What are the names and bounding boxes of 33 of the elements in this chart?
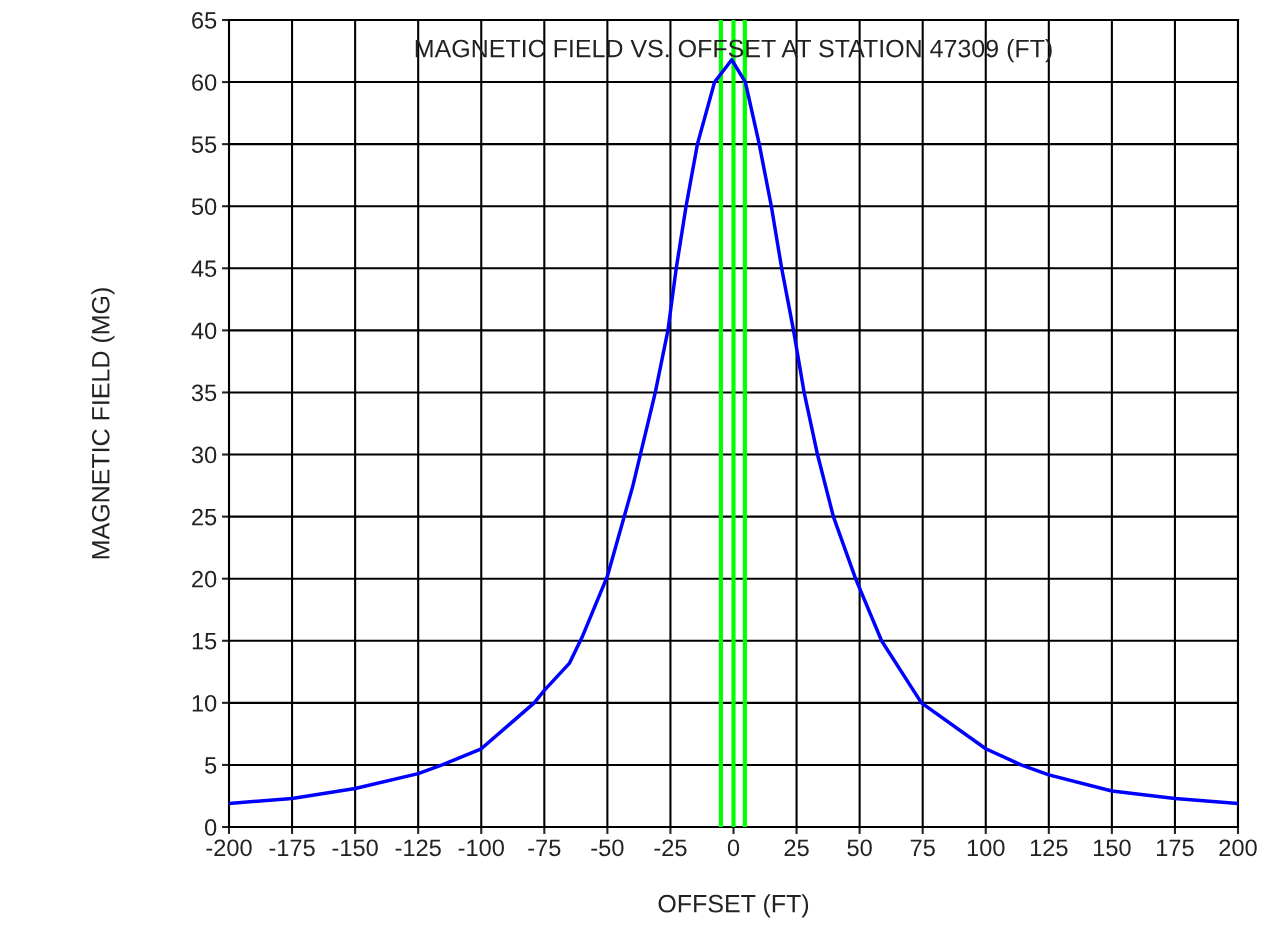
y-tick-label: 40 [191,322,217,340]
x-tick-label: -100 [458,839,504,857]
x-tick-label: -150 [332,839,378,857]
y-tick-label: 25 [192,508,217,526]
y-tick-label: 15 [192,633,217,650]
y-tick-label: 30 [191,446,217,464]
x-tick-label: 0 [727,839,740,857]
x-tick-label: -50 [591,839,624,857]
x-tick-label: -75 [528,839,561,857]
y-tick-label: 20 [192,570,217,588]
y-tick-label: 50 [191,198,217,216]
x-tick-label: 50 [847,839,872,857]
x-tick-label: -25 [654,839,687,857]
y-tick-label: 10 [192,694,217,712]
x-axis-title: OFFSET (FT) [658,894,809,918]
x-tick-label: 175 [1157,839,1194,857]
x-tick-label: 125 [1030,839,1068,857]
x-tick-label: -175 [269,839,315,857]
y-tick-label: 65 [192,12,217,29]
y-tick-label: 45 [191,260,217,278]
x-tick-label: 200 [1219,839,1257,857]
x-tick-label: 100 [967,839,1005,857]
y-tick-label: 5 [205,757,217,774]
y-tick-label: 60 [192,74,217,91]
y-tick-label: 55 [191,136,217,153]
y-axis-title: MAGNETIC FIELD (MG) [91,288,115,559]
y-tick-label: 35 [191,384,217,402]
x-tick-label: 25 [784,839,809,857]
y-tick-label: 0 [204,819,217,836]
x-tick-label: -125 [395,839,441,857]
x-tick-label: -200 [206,839,252,857]
x-tick-label: 150 [1093,839,1131,857]
x-tick-label: 75 [910,839,935,857]
